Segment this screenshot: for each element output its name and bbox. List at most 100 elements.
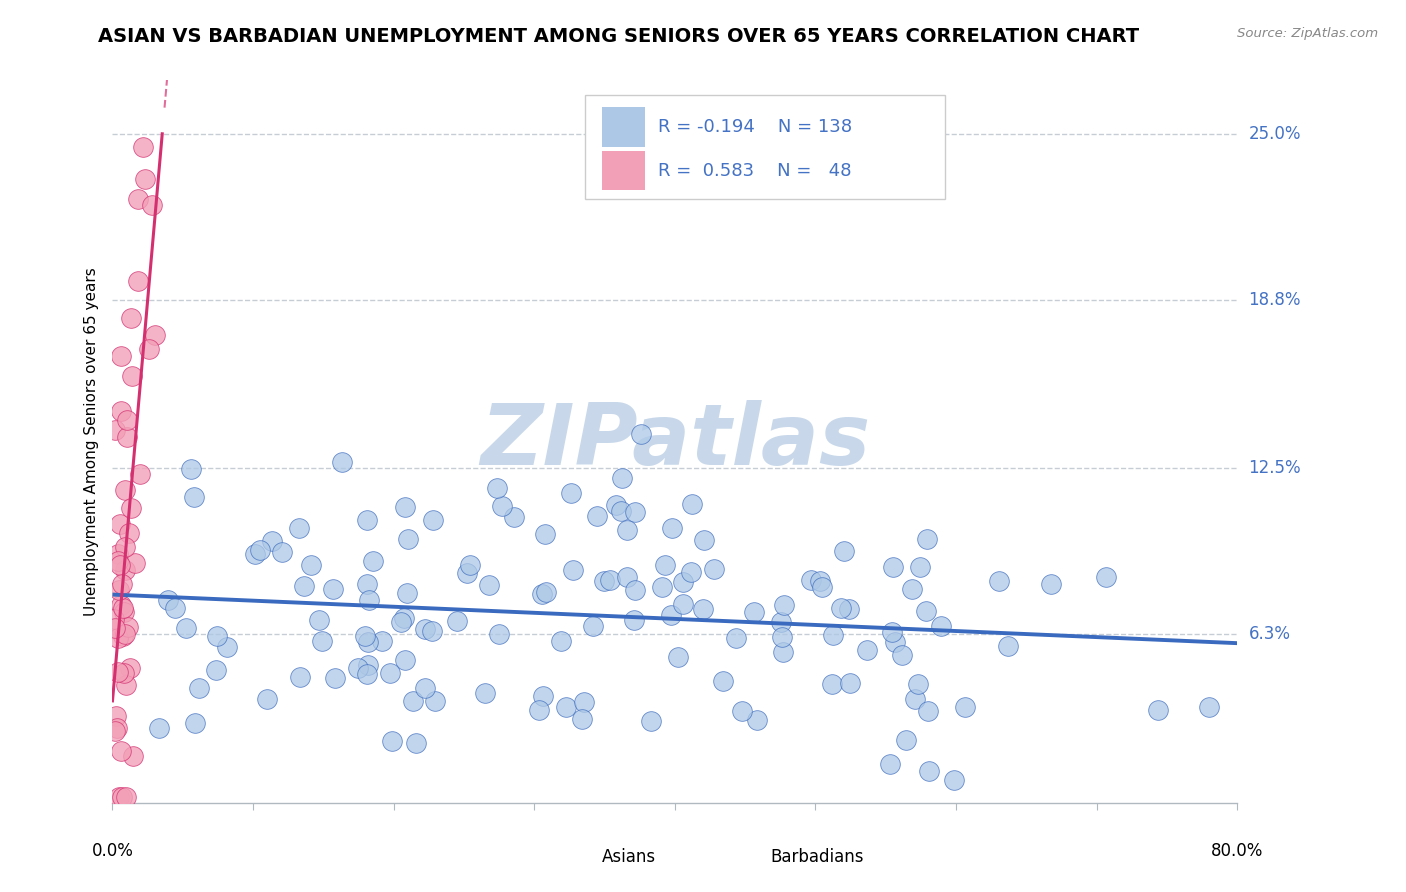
Point xyxy=(917,704,939,718)
Point xyxy=(503,510,526,524)
Point xyxy=(530,587,553,601)
Point xyxy=(599,573,621,587)
Point xyxy=(107,631,129,645)
Point xyxy=(610,504,633,518)
Point xyxy=(901,582,924,597)
Point xyxy=(560,486,582,500)
Point xyxy=(243,547,266,561)
Point xyxy=(111,601,134,615)
Point xyxy=(108,582,131,597)
Point xyxy=(1095,569,1118,583)
Point xyxy=(270,544,292,558)
Bar xyxy=(602,107,644,147)
Point xyxy=(745,713,768,727)
Point xyxy=(396,532,419,546)
Point xyxy=(910,559,932,574)
Point xyxy=(110,744,132,758)
Point xyxy=(654,558,676,573)
Point xyxy=(381,734,404,748)
Point xyxy=(446,614,468,628)
Point xyxy=(423,694,446,708)
Point xyxy=(163,600,186,615)
Point xyxy=(176,621,198,635)
Point xyxy=(117,526,139,541)
Point xyxy=(394,611,416,625)
Point xyxy=(586,508,609,523)
Point xyxy=(357,635,380,649)
Point xyxy=(103,621,125,635)
Point xyxy=(651,580,673,594)
Point xyxy=(672,598,695,612)
Point xyxy=(143,327,166,342)
Point xyxy=(534,584,557,599)
Point xyxy=(769,615,792,629)
Point xyxy=(896,733,918,747)
Point xyxy=(856,643,879,657)
Point xyxy=(582,619,605,633)
Point xyxy=(478,578,501,592)
Point xyxy=(111,790,134,805)
Point xyxy=(681,497,703,511)
Point xyxy=(839,676,862,690)
Point xyxy=(610,470,633,484)
Point xyxy=(114,790,136,805)
Point xyxy=(405,736,427,750)
Text: ZIPatlas: ZIPatlas xyxy=(479,400,870,483)
Point xyxy=(624,506,647,520)
Point xyxy=(308,613,330,627)
Point xyxy=(460,558,482,572)
Point xyxy=(693,533,716,547)
Point xyxy=(915,532,938,546)
Point xyxy=(129,467,152,481)
Y-axis label: Unemployment Among Seniors over 65 years: Unemployment Among Seniors over 65 years xyxy=(83,268,98,615)
Point xyxy=(823,628,845,642)
Point xyxy=(616,523,638,537)
Point xyxy=(107,665,129,679)
Point xyxy=(114,563,136,577)
Point xyxy=(180,462,202,476)
Point xyxy=(550,634,572,648)
Text: 6.3%: 6.3% xyxy=(1249,625,1291,643)
Point xyxy=(114,627,136,641)
Point xyxy=(134,172,156,186)
Point xyxy=(880,624,903,639)
Text: 25.0%: 25.0% xyxy=(1249,125,1301,143)
Point xyxy=(354,629,377,643)
Point xyxy=(679,566,702,580)
Text: 0.0%: 0.0% xyxy=(91,842,134,860)
Point xyxy=(141,197,163,211)
Point xyxy=(395,586,418,600)
Point xyxy=(692,602,714,616)
Point xyxy=(108,790,131,805)
Point xyxy=(112,666,135,681)
Point xyxy=(357,592,380,607)
Point xyxy=(838,602,860,616)
Point xyxy=(120,661,142,675)
Point xyxy=(811,580,834,594)
Point xyxy=(107,547,129,561)
Point xyxy=(904,692,927,706)
Point xyxy=(110,349,132,363)
Point xyxy=(262,533,284,548)
Point xyxy=(918,764,941,778)
Point xyxy=(640,714,662,728)
Point xyxy=(988,574,1011,588)
Point xyxy=(288,521,311,535)
Point xyxy=(605,498,627,512)
Point xyxy=(943,772,966,787)
Point xyxy=(371,633,394,648)
Point xyxy=(138,342,160,356)
Point xyxy=(356,513,378,527)
Point xyxy=(474,686,496,700)
Point xyxy=(115,677,138,691)
Point xyxy=(997,639,1019,653)
Point xyxy=(156,593,179,607)
Point xyxy=(562,563,585,577)
Bar xyxy=(551,843,596,871)
Point xyxy=(1146,703,1168,717)
Point xyxy=(188,681,211,695)
Text: R = -0.194    N = 138: R = -0.194 N = 138 xyxy=(658,119,852,136)
Point xyxy=(357,658,380,673)
Point xyxy=(529,703,551,717)
Point xyxy=(205,664,228,678)
